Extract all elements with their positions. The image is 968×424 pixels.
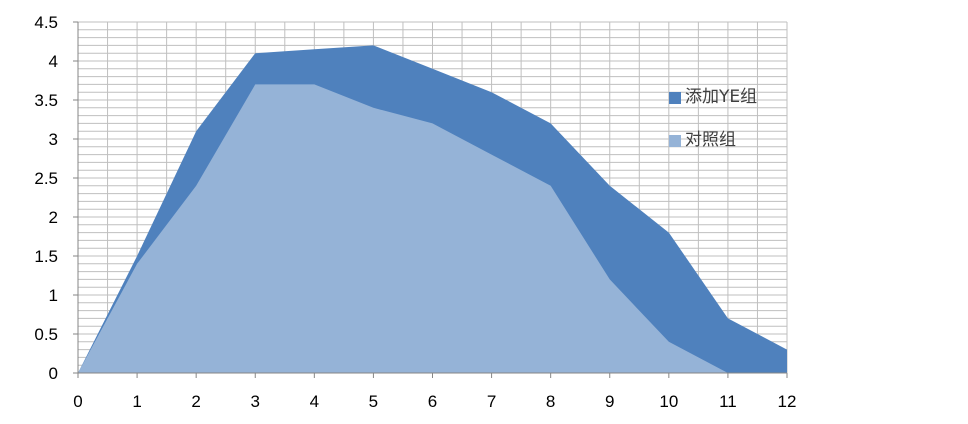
series-area-1 bbox=[78, 84, 787, 374]
legend-label: 添加YE组 bbox=[685, 87, 757, 107]
series-areas bbox=[78, 45, 787, 374]
y-tick-label: 3 bbox=[49, 130, 58, 149]
y-tick-label: 0 bbox=[49, 364, 58, 383]
y-tick-label: 1 bbox=[49, 286, 58, 305]
x-tick-label: 5 bbox=[369, 392, 378, 411]
x-tick-label: 3 bbox=[251, 392, 260, 411]
legend-swatch bbox=[669, 135, 681, 147]
y-tick-label: 2.5 bbox=[34, 169, 58, 188]
x-tick-label: 1 bbox=[132, 392, 141, 411]
y-tick-labels: 0 0.5 1 1.5 2 2.5 3 3.5 4 4.5 bbox=[34, 13, 58, 383]
x-tick-label: 10 bbox=[659, 392, 678, 411]
y-tick-label: 3.5 bbox=[34, 91, 58, 110]
y-tick-label: 1.5 bbox=[34, 247, 58, 266]
x-tick-label: 2 bbox=[191, 392, 200, 411]
x-tick-label: 6 bbox=[428, 392, 437, 411]
x-tick-label: 8 bbox=[546, 392, 555, 411]
axes bbox=[73, 21, 788, 378]
x-tick-label: 9 bbox=[605, 392, 614, 411]
x-tick-label: 11 bbox=[719, 392, 737, 411]
x-tick-label: 4 bbox=[310, 392, 319, 411]
x-tick-label: 12 bbox=[778, 392, 797, 411]
y-tick-label: 0.5 bbox=[34, 325, 58, 344]
legend-swatch bbox=[669, 92, 681, 104]
legend-label: 对照组 bbox=[685, 130, 736, 150]
x-tick-label: 0 bbox=[73, 392, 82, 411]
x-tick-label: 7 bbox=[487, 392, 496, 411]
y-tick-label: 4.5 bbox=[34, 13, 58, 32]
y-tick-label: 2 bbox=[49, 208, 58, 227]
y-tick-label: 4 bbox=[49, 52, 58, 71]
x-tick-labels: 0 1 2 3 4 5 6 7 8 9 10 11 12 bbox=[73, 392, 796, 411]
